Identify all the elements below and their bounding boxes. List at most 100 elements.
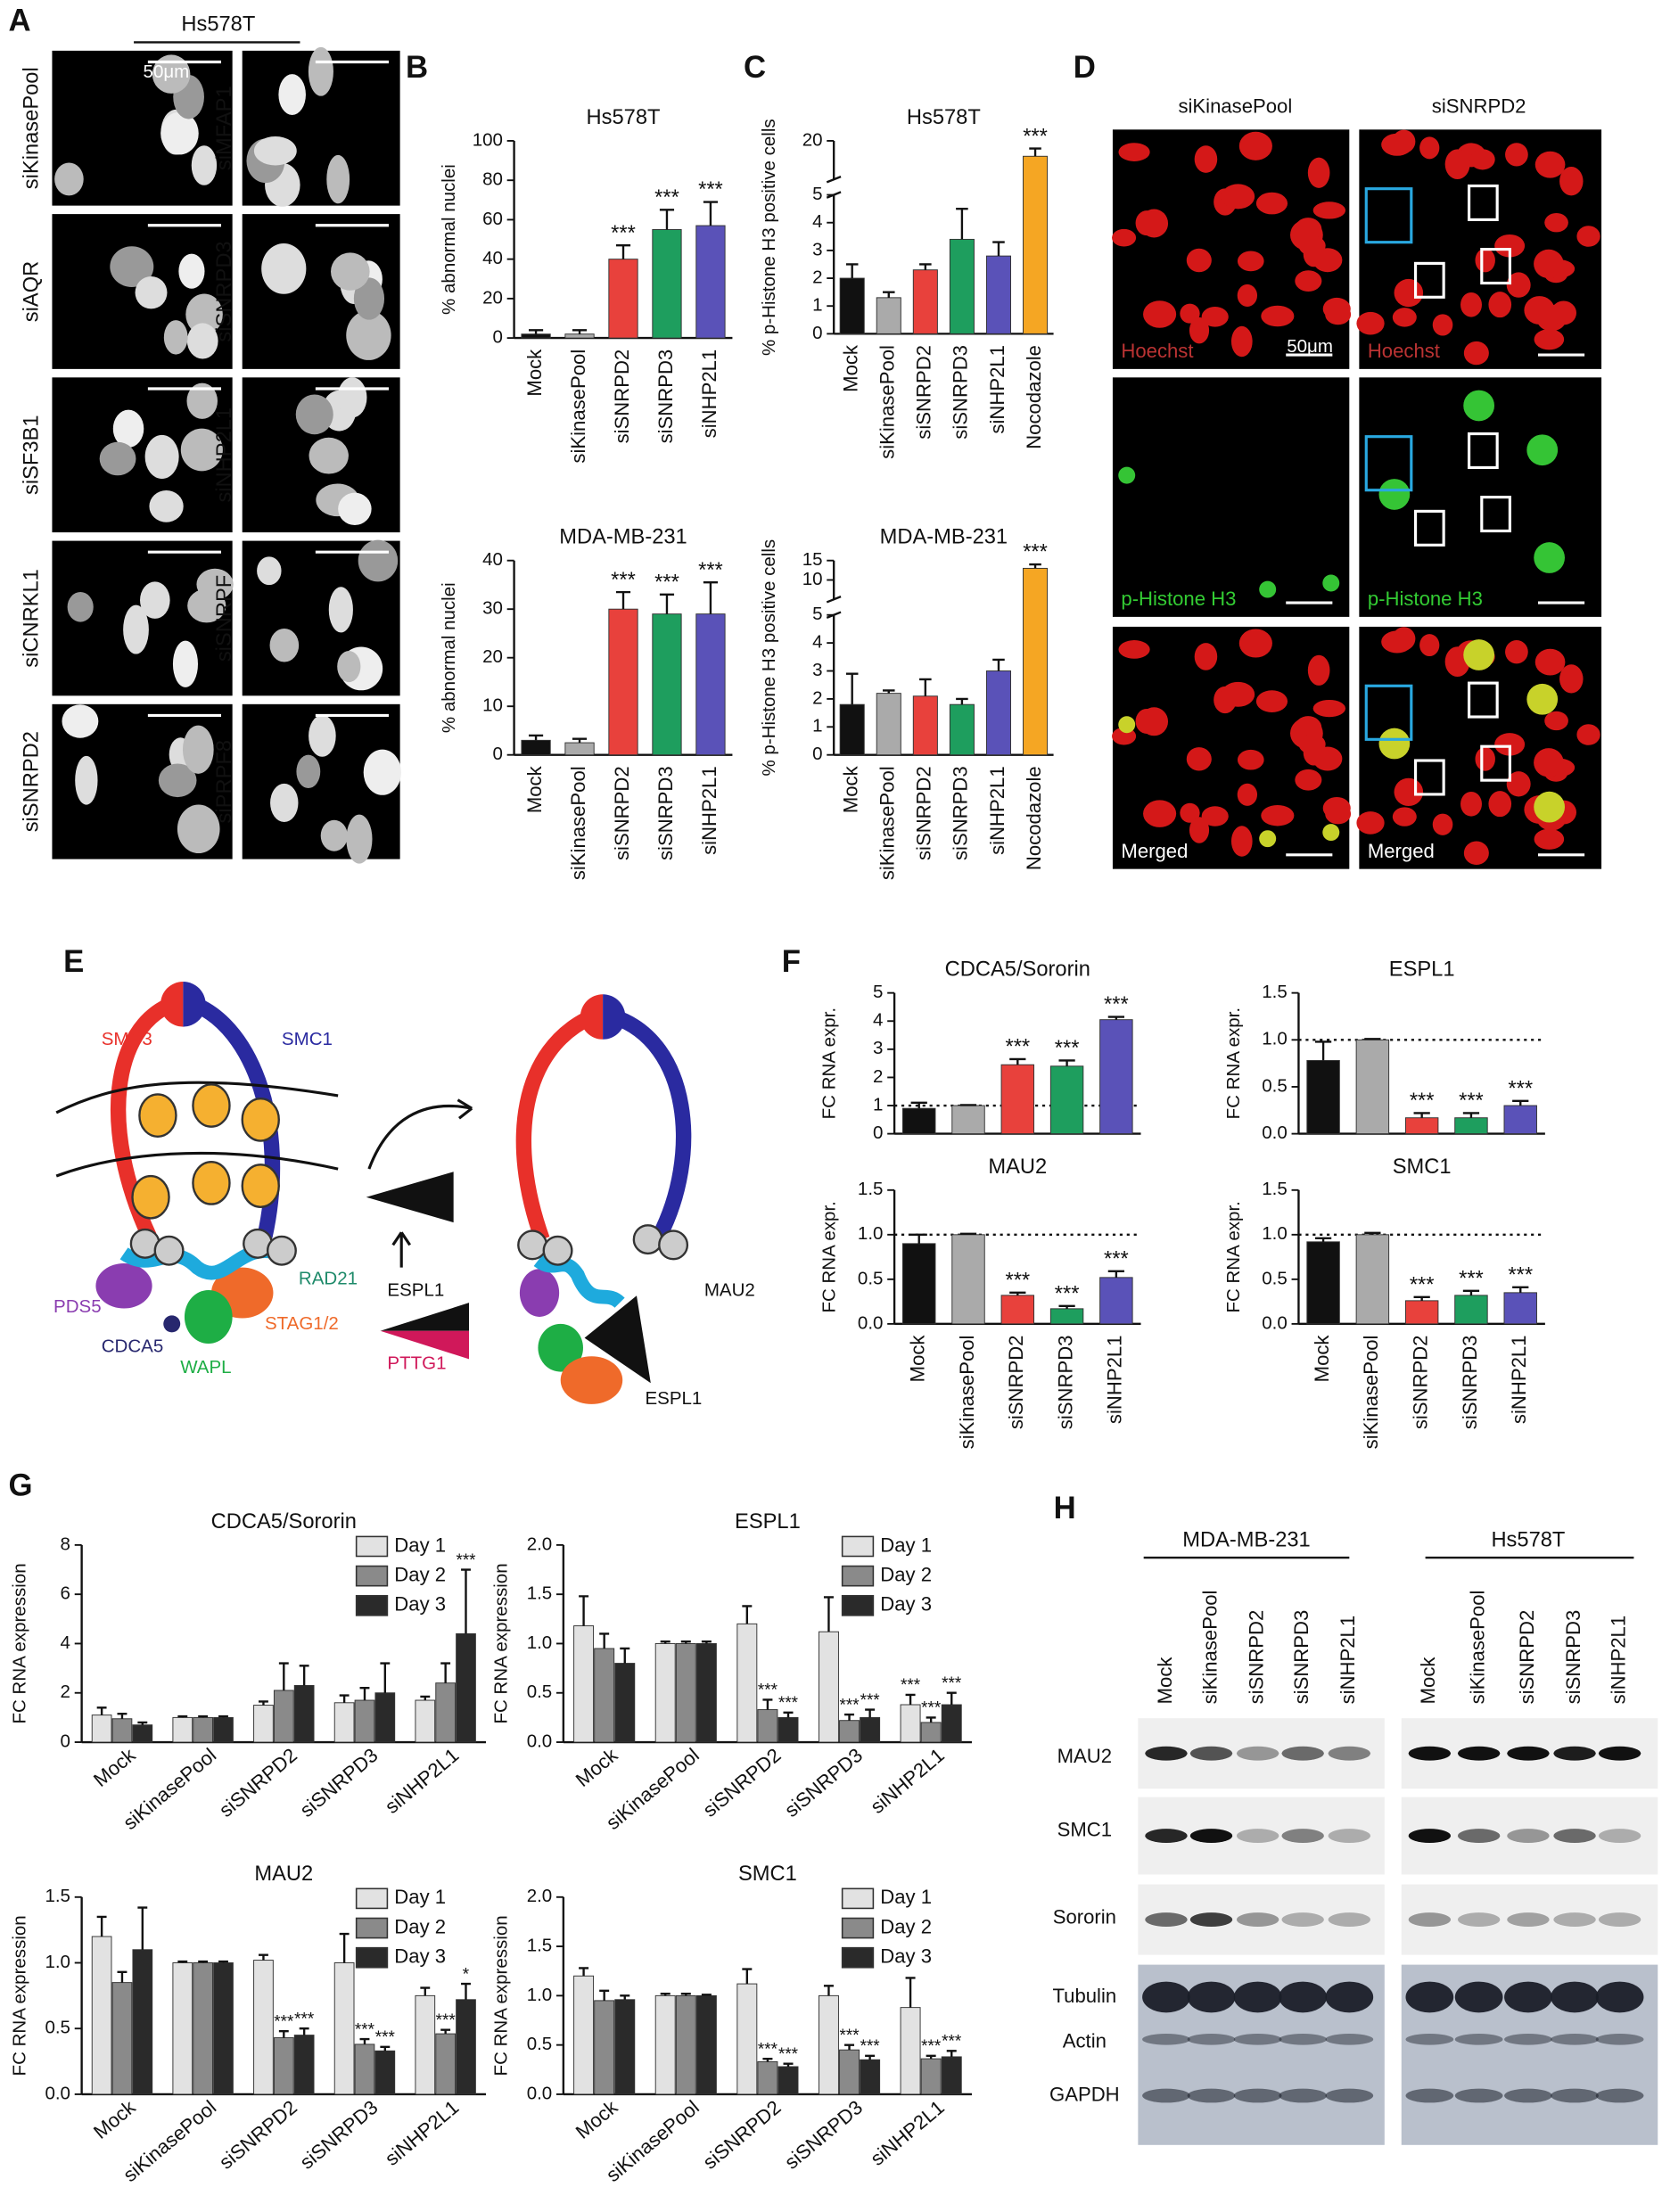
bar	[172, 1962, 193, 2095]
y-tick-label: 1	[873, 1094, 883, 1114]
band	[1189, 1912, 1233, 1927]
error-bar	[177, 1960, 188, 1963]
bar	[91, 1936, 112, 2095]
nucleus	[1505, 143, 1528, 167]
x-tick-label: Mock	[523, 349, 546, 397]
significance: ***	[611, 222, 636, 245]
x-tick-label: siSNRPD3	[296, 1744, 383, 1821]
bar	[273, 2037, 294, 2095]
bar	[435, 2033, 457, 2095]
nucleus	[1307, 157, 1330, 188]
error-bar	[680, 1640, 691, 1644]
legend-swatch	[841, 1565, 875, 1587]
bar	[1099, 1277, 1133, 1325]
nucleus	[1143, 300, 1177, 328]
x-tick-label: siNHP2L1	[698, 349, 720, 439]
nucleus	[135, 275, 168, 309]
bar	[652, 229, 682, 339]
bar	[695, 1642, 717, 1743]
nucleus	[1463, 841, 1489, 866]
error-bar	[742, 1605, 753, 1624]
error-bar	[845, 263, 859, 279]
band	[1598, 1746, 1641, 1761]
bar	[654, 1994, 676, 2095]
error-bar	[926, 2054, 936, 2060]
error-bar	[1314, 1237, 1332, 1242]
mitotic-cell	[1534, 791, 1565, 823]
error-bar	[956, 697, 968, 705]
significance: ***	[942, 1674, 962, 1693]
nucleus	[99, 441, 136, 476]
band	[1457, 1912, 1501, 1927]
error-bar	[1314, 1040, 1332, 1061]
espl1	[584, 1295, 651, 1384]
y-tick-label: 4	[812, 632, 822, 653]
y-tick-label: 0.5	[858, 1268, 884, 1288]
hinge	[580, 994, 604, 1040]
label: WAPL	[180, 1357, 231, 1377]
mitotic-cell	[1118, 466, 1136, 484]
error-bar	[177, 1715, 188, 1718]
nucleosome	[192, 1161, 231, 1205]
protein-label: SMC1	[1057, 1818, 1112, 1840]
error-bar	[703, 201, 719, 226]
x-tick-label: siNHP2L1	[986, 766, 1008, 855]
bar	[614, 1663, 636, 1743]
chart-title: CDCA5/Sororin	[211, 1510, 357, 1534]
channel-label: Merged	[1368, 840, 1435, 862]
bar	[594, 1648, 615, 1743]
nucleus	[1238, 629, 1272, 658]
mitotic-cell	[1378, 728, 1411, 760]
nucleus	[1494, 733, 1526, 756]
legend-label: Day 2	[880, 1915, 932, 1937]
wapl	[538, 1323, 583, 1372]
y-tick-label: 1	[812, 295, 822, 316]
nucleus	[196, 568, 234, 601]
x-tick-label: siSNRPD2	[611, 349, 633, 444]
nucleus	[1432, 314, 1453, 336]
nucleus	[1322, 297, 1351, 320]
error-bar	[420, 1986, 431, 1996]
bar	[757, 2060, 778, 2095]
bar	[695, 613, 726, 756]
x-tick-label: siSNRPD3	[654, 349, 677, 444]
nucleus	[1135, 210, 1158, 236]
y-axis-label: FC RNA expression	[491, 1563, 512, 1723]
error-bar	[299, 2027, 309, 2035]
x-tick-label: siSNRPD2	[913, 766, 935, 860]
error-bar	[579, 1595, 589, 1626]
x-tick-label: Mock	[907, 1335, 929, 1383]
highlight-box	[1364, 435, 1413, 492]
error-bar	[572, 737, 588, 744]
chart-title: ESPL1	[735, 1510, 801, 1534]
error-bar	[1107, 1270, 1125, 1278]
bar	[912, 695, 938, 756]
label: SMC3	[102, 1029, 152, 1049]
error-bar	[599, 1989, 610, 2001]
nucleus	[1201, 307, 1229, 327]
label: SMC1	[282, 1029, 333, 1049]
nucleus	[295, 394, 333, 435]
nucleus	[1237, 251, 1264, 272]
error-bar	[1009, 1291, 1026, 1295]
band	[1189, 1829, 1233, 1843]
bar	[374, 2050, 396, 2095]
bar	[1306, 1060, 1340, 1135]
bar	[253, 1960, 274, 2095]
y-axis-label: % abnormal nuclei	[439, 164, 459, 315]
band	[1408, 1746, 1452, 1761]
band	[1187, 2088, 1236, 2103]
nucleus	[1544, 711, 1568, 731]
error-bar	[579, 1967, 589, 1977]
espl1-wedge	[380, 1303, 470, 1331]
nucleus	[1255, 690, 1288, 712]
error-bar	[882, 291, 895, 298]
bar	[193, 1962, 213, 2095]
bar	[456, 1999, 476, 2095]
wedge	[366, 1172, 454, 1223]
lane-label: Mock	[1417, 1657, 1439, 1705]
head	[658, 1229, 689, 1261]
error-bar	[882, 689, 895, 694]
panel-letter: D	[1074, 51, 1096, 85]
